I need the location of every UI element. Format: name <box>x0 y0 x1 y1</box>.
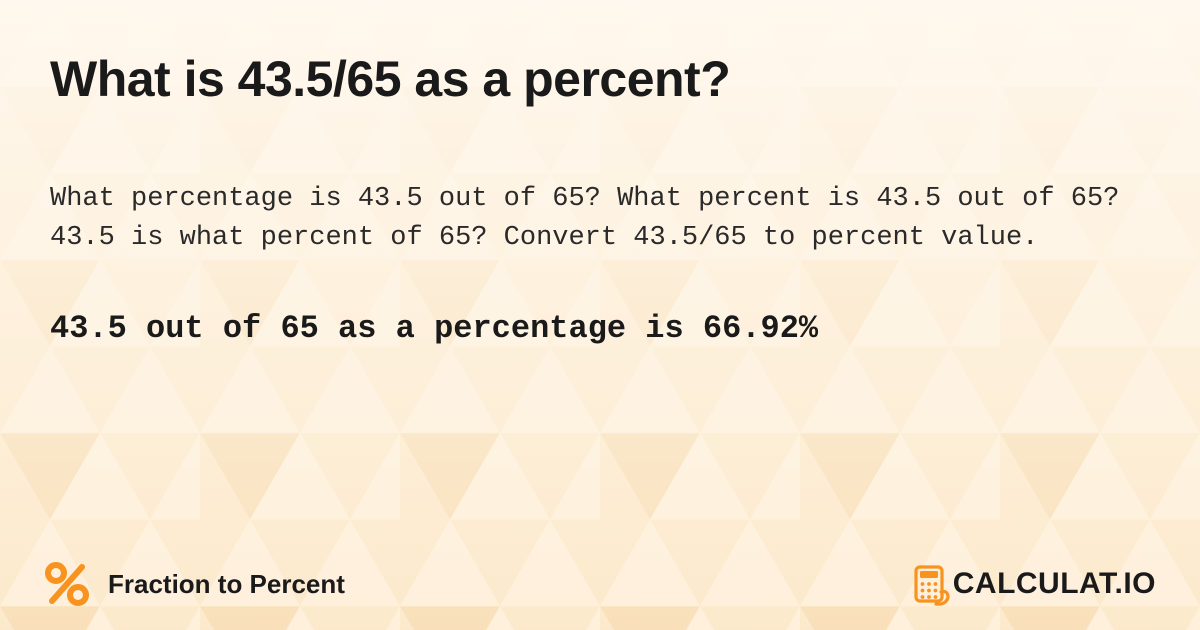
page-title: What is 43.5/65 as a percent? <box>50 50 1150 108</box>
content-area: What is 43.5/65 as a percent? What perce… <box>0 0 1200 630</box>
question-text: What percentage is 43.5 out of 65? What … <box>50 180 1150 258</box>
answer-text: 43.5 out of 65 as a percentage is 66.92% <box>50 310 1150 347</box>
